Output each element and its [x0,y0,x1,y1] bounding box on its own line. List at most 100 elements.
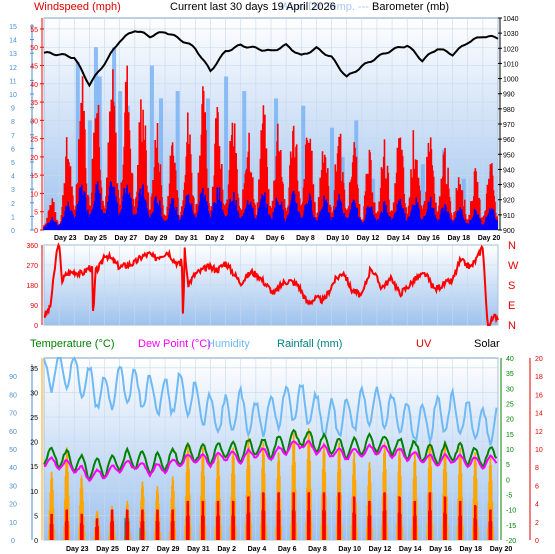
rain-bar [205,98,210,231]
humidity-tick-label: 20 [9,502,17,509]
barometer-tick-label: 920 [503,198,515,205]
compass-label: S [508,280,515,292]
chart-title: Current last 30 days 19 April 2026 [170,1,336,13]
temperature-day-tick-label: Day 4 [248,546,267,553]
wind-direction-line [43,242,499,327]
temperature-axes: 010203040506070809005101520253035-20-15-… [9,356,543,553]
wind-day-tick-label: Day 4 [236,235,255,242]
humidity-tick-label: 70 [9,411,17,418]
barometer-line [43,30,499,88]
humidity-tick-label: 10 [9,520,17,527]
barometer-tick-label: 950 [503,152,515,159]
beaufort-tick-label: 8 [11,119,15,126]
uv-tick-label: 14 [535,411,543,418]
legend-dew-point: Dew Point (°C) [138,338,211,350]
temperature-tick-label: 20 [506,417,514,424]
rain-bar [87,120,92,230]
temperature-tick-label: 35 [506,371,514,378]
beaufort-tick-label: 11 [9,78,16,85]
direction-tick-label: 180 [26,283,38,290]
beaufort-tick-label: 15 [9,24,17,31]
rain-bar [175,91,180,230]
rain-bar [330,127,335,230]
compass-label: N [508,240,516,252]
legend-temperature: Temperature (°C) [30,338,114,350]
temperature-day-tick-label: Day 14 [399,546,422,553]
wind-day-tick-label: Day 6 [266,235,285,242]
wind-day-tick-label: Day 29 [145,235,168,242]
barometer-tick-label: 910 [503,213,515,220]
temperature-tick-label: 10 [506,447,514,454]
rain-bar [224,76,229,230]
barometer-tick-label: 1010 [503,61,519,68]
uv-tick-label: 20 [535,356,543,363]
windspeed-tick-label: 15 [30,173,38,180]
wind-day-tick-label: Day 18 [447,235,470,242]
windspeed-tick-label: 55 [30,27,38,34]
direction-tick-label: 270 [26,263,38,270]
beaufort-tick-label: 12 [9,65,17,72]
compass-label: N [508,320,516,332]
windspeed-tick-label: 40 [30,82,38,89]
beaufort-tick-label: 0 [11,228,15,235]
humidity-tick-label: 0 [11,538,15,545]
uv-tick-label: 12 [535,429,543,436]
barometer-tick-label: 970 [503,122,515,129]
humidity-line [43,356,498,446]
uv-tick-label: 8 [535,465,539,472]
temperature-day-tick-label: Day 8 [308,546,327,553]
wind-day-tick-label: Day 12 [357,235,380,242]
uv-tick-label: 0 [535,538,539,545]
wind-day-tick-label: Day 20 [478,235,501,242]
windspeed-tick-label: 0 [34,228,38,235]
barometer-tick-label: 1020 [503,46,519,53]
temperature-day-tick-label: Day 12 [369,546,392,553]
temperature-day-tick-label: Day 16 [429,546,452,553]
temperature-day-tick-label: Day 2 [217,546,236,553]
windspeed-tick-label: 20 [30,155,38,162]
direction-tick-label: 90 [30,303,38,310]
uv-tick-label: 10 [535,447,543,454]
wind-day-tick-label: Day 14 [387,235,410,242]
uv-tick-label: 16 [535,392,543,399]
uv-tick-label: 2 [535,520,539,527]
beaufort-tick-label: 6 [11,146,15,153]
humidity-tick-label: 30 [9,483,17,490]
windspeed-tick-label: 25 [30,137,38,144]
left-tick-label: 10 [30,489,38,496]
legend-uv: UV [416,338,432,350]
beaufort-tick-label: 10 [9,92,17,99]
rain-bar [118,91,123,230]
left-tick-label: 25 [30,415,38,422]
barometer-tick-label: 990 [503,92,515,99]
uv-tick-label: 4 [535,502,539,509]
left-tick-label: 20 [30,440,38,447]
temperature-tick-label: 15 [506,432,514,439]
rain-bar [420,164,425,230]
temperature-tick-label: 40 [506,356,514,363]
direction-tick-label: 0 [34,323,38,330]
wind-axes: 0123456789101112131415051015202530354045… [9,16,519,242]
ghost-legend-text: Wind Dir Temp. --- [280,1,369,13]
temperature-tick-label: 30 [506,386,514,393]
temperature-tick-label: 0 [506,477,510,484]
uv-tick-label: 18 [535,374,543,381]
humidity-tick-label: 40 [9,465,17,472]
barometer-tick-label: 960 [503,137,515,144]
rain-bar [461,178,466,230]
legend-rainfall: Rainfall (mm) [277,338,342,350]
temperature-day-tick-label: Day 27 [127,546,150,553]
direction-grid [43,244,499,326]
temperature-tick-label: -5 [506,493,512,500]
temperature-day-tick-label: Day 31 [187,546,210,553]
temperature-tick-label: -20 [506,538,516,545]
compass-label: E [508,300,515,312]
windspeed-tick-label: 10 [30,191,38,198]
dew-point-line [44,439,498,483]
beaufort-tick-label: 9 [11,106,15,113]
left-tick-label: 15 [30,464,38,471]
temperature-tick-label: -10 [506,508,516,515]
wind-day-tick-label: Day 25 [84,235,107,242]
left-tick-label: 35 [30,366,38,373]
